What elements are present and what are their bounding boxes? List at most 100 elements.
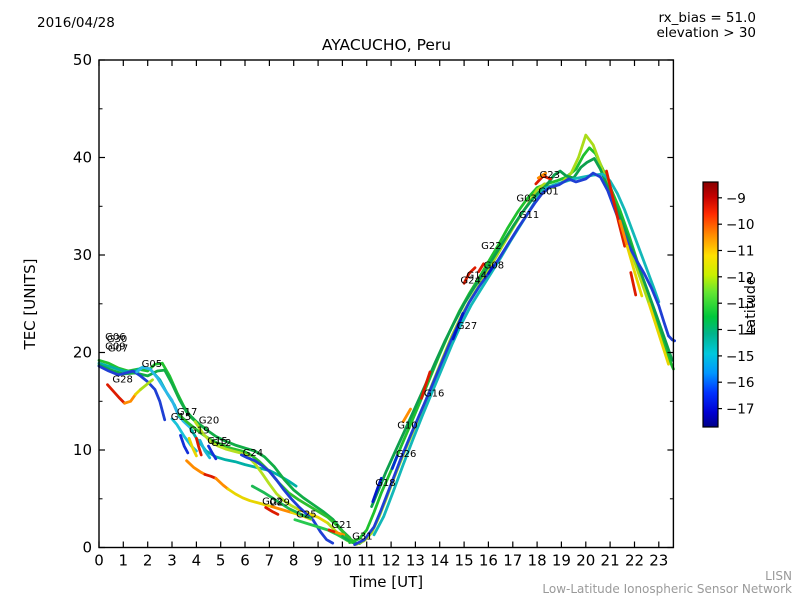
trace-segment-trace-blue-b bbox=[239, 453, 335, 545]
satellite-label-G10: G10 bbox=[397, 421, 417, 432]
trace-segment-seg-orange-right bbox=[618, 219, 629, 248]
x-tick-label: 15 bbox=[455, 552, 474, 570]
y-tick-label: 0 bbox=[82, 539, 92, 557]
trace-segment-seg-red-right-1 bbox=[605, 169, 627, 248]
trace-segment-seg-blue-m2 bbox=[207, 444, 218, 461]
date-label: 2016/04/28 bbox=[37, 15, 115, 31]
colorbar-tick-label: −9 bbox=[726, 191, 746, 207]
satellite-label-G21: G21 bbox=[331, 520, 351, 531]
trace-segment-trace-orange-strand bbox=[226, 487, 274, 509]
satellite-label-G01: G01 bbox=[538, 187, 558, 198]
colorbar-tick-label: −11 bbox=[726, 244, 755, 260]
trace-segment-seg-blue-m1 bbox=[179, 433, 190, 455]
satellite-label-G03: G03 bbox=[516, 193, 536, 204]
satellite-label-G19: G19 bbox=[189, 425, 209, 436]
trace-segment-seg-yellow-right bbox=[625, 244, 644, 298]
trace-segment-trace-g28 bbox=[138, 378, 154, 392]
x-axis-label: Time [UT] bbox=[349, 573, 424, 591]
x-tick-label: 22 bbox=[625, 552, 644, 570]
satellite-label-G30: G30 bbox=[107, 334, 127, 345]
satellite-label-G15: G15 bbox=[171, 412, 191, 423]
lisn-brand: LISN bbox=[765, 569, 792, 583]
colorbar-tick-label: −13 bbox=[726, 296, 755, 312]
trace-segment-trace-orange-strand bbox=[270, 505, 293, 514]
satellite-label-G24: G24 bbox=[460, 275, 480, 286]
trace-segment-seg-darkblue-g27 bbox=[451, 312, 465, 341]
x-tick-label: 9 bbox=[313, 552, 323, 570]
x-tick-label: 12 bbox=[382, 552, 401, 570]
satellite-label-G08: G08 bbox=[484, 261, 504, 272]
satellite-label-G28: G28 bbox=[112, 375, 132, 386]
x-tick-label: 19 bbox=[552, 552, 571, 570]
x-tick-label: 17 bbox=[503, 552, 522, 570]
colorbar-tick-label: −10 bbox=[726, 217, 755, 233]
trace-segment-seg-cyan-m1 bbox=[198, 438, 212, 460]
trace-segment-seg-red-orange-g21 bbox=[334, 531, 346, 537]
satellite-label-G20: G20 bbox=[199, 416, 219, 427]
trace-segment-seg-red-g14 bbox=[462, 266, 477, 285]
colorbar-tick-label: −14 bbox=[726, 323, 755, 339]
trace-segment-trace-lime-b bbox=[354, 133, 651, 546]
trace-segment-seg-darkblue-g08 bbox=[486, 264, 495, 275]
x-tick-label: 23 bbox=[649, 552, 668, 570]
satellite-label-G09: G09 bbox=[105, 342, 125, 353]
x-tick-label: 3 bbox=[167, 552, 177, 570]
colorbar-tick-label: −17 bbox=[726, 402, 755, 418]
satellite-label-G22: G22 bbox=[481, 241, 501, 252]
x-tick-label: 1 bbox=[119, 552, 129, 570]
receiver-info: rx_bias = 51.0 elevation > 30 bbox=[656, 11, 756, 41]
trace-segment-seg-red-right-2 bbox=[629, 271, 638, 297]
satellite-label-G07: G07 bbox=[108, 344, 128, 355]
trace-segment-trace-g28 bbox=[123, 392, 137, 405]
satellite-label-G17: G17 bbox=[177, 407, 197, 418]
x-tick-label: 5 bbox=[216, 552, 226, 570]
x-tick-label: 10 bbox=[333, 552, 352, 570]
x-tick-label: 14 bbox=[430, 552, 449, 570]
x-tick-label: 7 bbox=[265, 552, 275, 570]
x-tick-label: 8 bbox=[289, 552, 299, 570]
trace-segment-seg-blue-g26 bbox=[390, 454, 399, 470]
trace-segment-trace-g28 bbox=[106, 383, 126, 405]
trace-segment-trace-blue-a bbox=[97, 364, 167, 422]
satellite-label-G25: G25 bbox=[296, 509, 316, 520]
satellite-label-G26: G26 bbox=[396, 449, 416, 460]
y-tick-label: 30 bbox=[73, 246, 92, 264]
trace-segment-trace-green-low bbox=[250, 484, 313, 520]
satellite-label-G29: G29 bbox=[269, 498, 289, 509]
y-tick-label: 20 bbox=[73, 344, 92, 362]
x-tick-label: 4 bbox=[192, 552, 202, 570]
colorbar-axis-label: Latitude bbox=[743, 276, 759, 336]
satellite-label-G31: G31 bbox=[352, 532, 372, 543]
x-tick-label: 21 bbox=[601, 552, 620, 570]
satellite-label-G24: G24 bbox=[243, 448, 263, 459]
trace-segment-trace-lime-a bbox=[193, 420, 301, 511]
trace-segment-trace-orange-strand bbox=[214, 476, 230, 491]
satellite-label-G11: G11 bbox=[519, 210, 539, 221]
y-tick-label: 10 bbox=[73, 441, 92, 459]
satellite-label-G15: G15 bbox=[207, 436, 227, 447]
satellite-label-G02: G02 bbox=[262, 497, 282, 508]
elevation-label: elevation > 30 bbox=[656, 25, 756, 41]
trace-segment-trace-green-b bbox=[97, 363, 352, 540]
trace-segment-seg-blue-g18 bbox=[371, 476, 383, 504]
satellite-label-G23: G23 bbox=[540, 170, 560, 181]
x-tick-label: 11 bbox=[357, 552, 376, 570]
x-tick-label: 20 bbox=[576, 552, 595, 570]
y-tick-label: 50 bbox=[73, 51, 92, 69]
satellite-label-G18: G18 bbox=[375, 478, 395, 489]
x-tick-label: 2 bbox=[143, 552, 153, 570]
x-tick-label: 0 bbox=[94, 552, 104, 570]
colorbar-tick-label: −16 bbox=[726, 375, 755, 391]
trace-segment-trace-green-main bbox=[348, 146, 675, 544]
colorbar-gradient bbox=[702, 181, 719, 428]
trace-segment-seg-red-g08 bbox=[477, 262, 486, 274]
y-tick-label: 40 bbox=[73, 149, 92, 167]
trace-segment-trace-lime-b bbox=[647, 302, 670, 366]
satellite-label-G06: G06 bbox=[105, 332, 125, 343]
satellite-label-G05: G05 bbox=[142, 359, 162, 370]
colorbar-tick-label: −15 bbox=[726, 349, 755, 365]
trace-segment-seg-orange-plateau bbox=[536, 171, 547, 180]
trace-segment-seg-red-m1 bbox=[194, 436, 203, 457]
